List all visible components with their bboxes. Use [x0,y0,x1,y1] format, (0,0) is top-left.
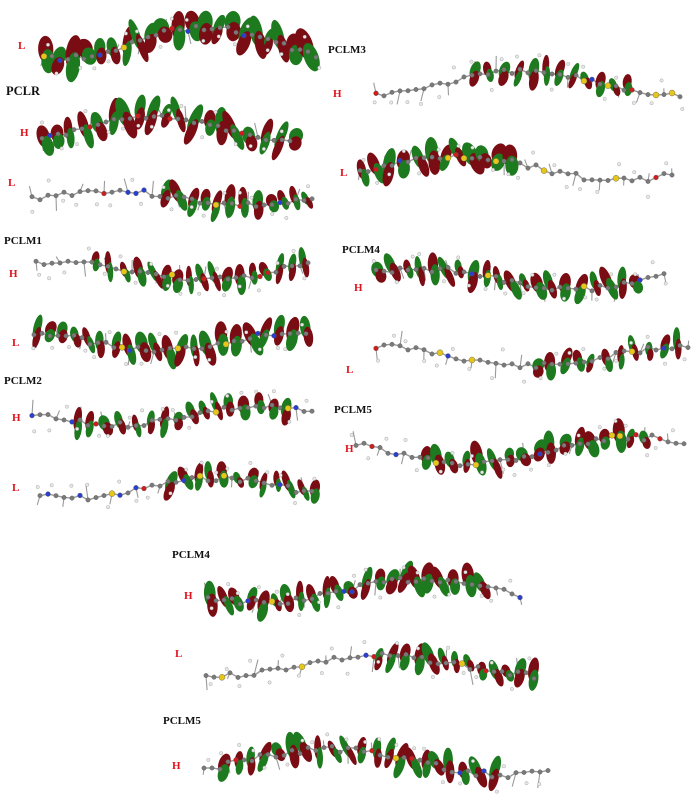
orbital-label-pclm2-h: H [12,412,21,424]
molecule-backbone [373,55,681,105]
orbital-lobes [420,418,651,479]
molecule-backbone [375,330,690,379]
molecule-atoms [205,565,523,617]
molecule-atoms [33,246,311,298]
molecule-name-pclm5-bottom: PCLM5 [163,715,201,727]
orbital-label-pclm2-l: L [12,482,20,494]
mo-plot-top-lumo [38,10,322,83]
molecule-name-pclm1: PCLM1 [4,235,42,247]
orbital-label-pclm3-h: H [333,88,342,100]
molecule-atoms [39,103,293,151]
molecule-atoms [372,53,685,111]
molecule-name-pclm4-bottom: PCLM4 [172,549,210,561]
mo-plot-pclr-lumo [28,177,315,223]
orbital-lobes [371,252,644,305]
orbital-label-pclm4-h: H [354,282,363,294]
mo-plot-pclm4b-homo [203,560,523,622]
orbital-lobes [91,247,310,296]
molecule-atoms [373,333,691,384]
orbital-label-pclm5-h: H [345,443,354,455]
molecule-atoms [35,460,317,510]
mo-plot-pclm3-lumo [356,137,675,199]
mo-plot-pclm5b-homo [201,731,551,794]
molecule-atoms [201,732,551,794]
orbital-lobes [163,461,320,504]
orbital-label-pclr-l: L [8,177,16,189]
molecule-name-pclm2: PCLM2 [4,375,42,387]
molecule-atoms [31,322,309,366]
orbital-lobes [532,327,682,381]
molecule-atoms [29,389,315,438]
molecule-atoms [349,419,687,477]
molecule-atoms [371,252,668,302]
molecule-atoms [40,16,322,76]
orbital-label-pclm4b-h: H [184,590,193,602]
mo-plot-pclm3-homo [372,53,685,111]
orbital-label-pclm4b-l: L [175,648,183,660]
orbital-lobes [160,179,314,223]
molecule-name-pclm3: PCLM3 [328,44,366,56]
molecule-name-pclm5-right: PCLM5 [334,404,372,416]
molecule-atoms [29,177,315,220]
mo-plot-pclm4b-lumo [203,640,539,691]
molecule-atoms [357,144,675,199]
orbital-lobes [38,10,320,83]
orbital-label-pclm3-l: L [340,167,348,179]
orbital-label-top-l: L [18,40,26,52]
orbital-label-pclm5b-h: H [172,760,181,772]
mo-plot-pclm1-homo [33,246,311,298]
mo-plot-pclm2-homo [29,389,315,441]
orbital-lobes [374,642,539,691]
molecule-name-pclm4-right: PCLM4 [342,244,380,256]
molecule-atoms [203,640,537,691]
molecule-name-pclr: PCLR [6,84,41,98]
mo-plot-pclr-homo [36,94,304,161]
orbital-lobes [32,314,314,370]
orbital-lobes [356,137,519,187]
mo-plot-pclm4-homo [371,252,668,305]
orbital-label-pclm1-l: L [12,337,20,349]
orbital-label-pclm4-l: L [346,364,354,376]
orbital-label-pclm1-h: H [9,268,18,280]
mo-plot-pclm4-lumo [373,327,691,384]
orbital-lobes [217,731,502,792]
mo-plot-pclm5-homo [349,418,687,479]
orbital-label-pclr-h: H [20,127,29,139]
mo-plot-pclm2-lumo [35,460,320,510]
mo-plot-pclm1-lumo [31,314,314,370]
